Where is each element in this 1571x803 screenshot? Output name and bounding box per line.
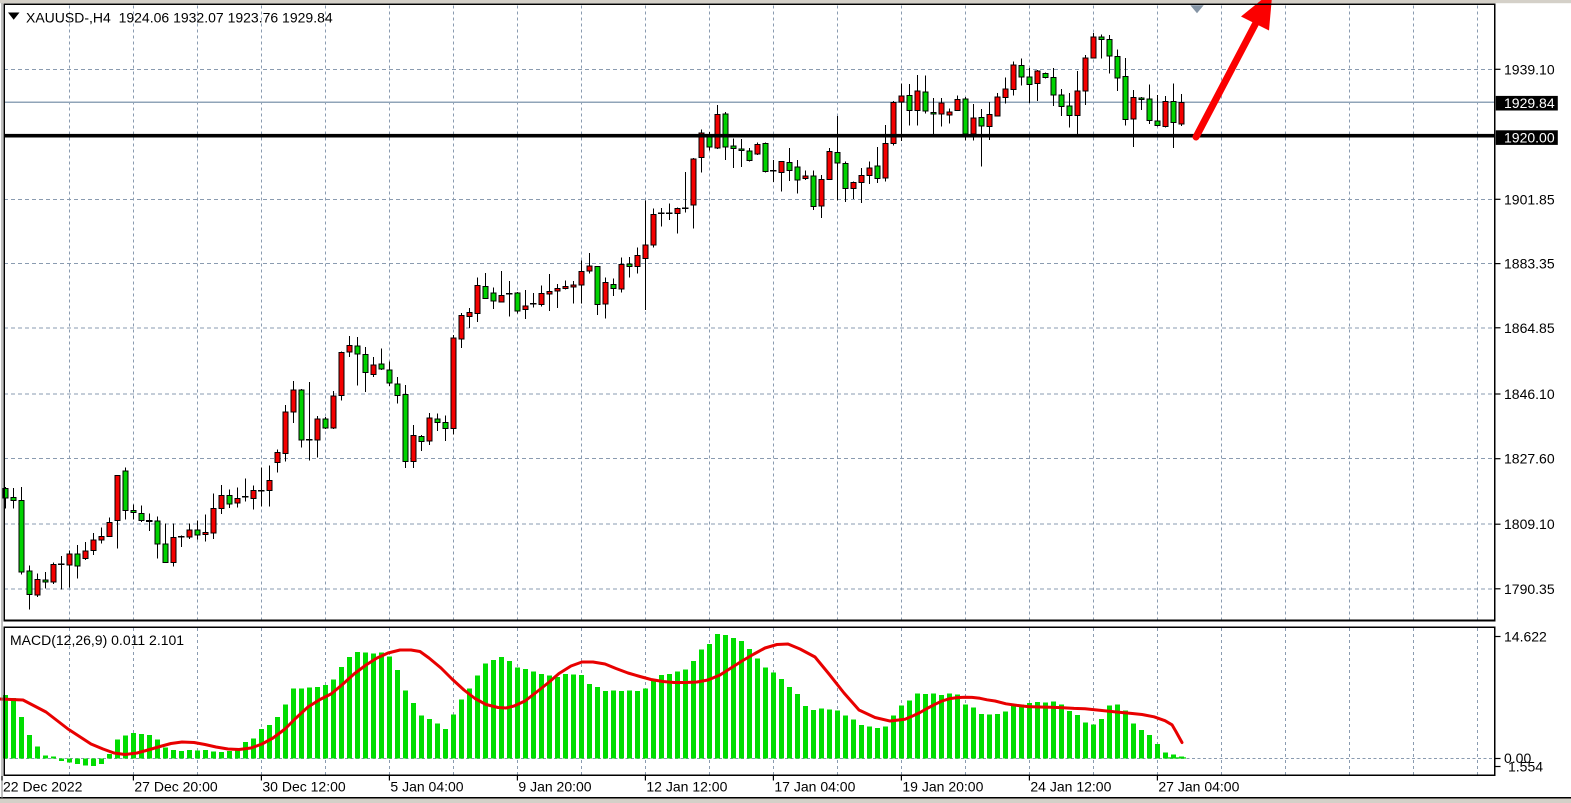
svg-text:12 Jan 12:00: 12 Jan 12:00 bbox=[646, 779, 727, 795]
svg-text:0.00: 0.00 bbox=[1504, 750, 1531, 766]
svg-text:1929.84: 1929.84 bbox=[1504, 95, 1555, 111]
svg-text:1864.85: 1864.85 bbox=[1504, 320, 1555, 336]
svg-text:XAUUSD-,H4 1924.06 1932.07 19: XAUUSD-,H4 1924.06 1932.07 1923.76 1929.… bbox=[26, 10, 333, 26]
svg-text:1901.85: 1901.85 bbox=[1504, 191, 1555, 207]
svg-text:1790.35: 1790.35 bbox=[1504, 581, 1555, 597]
svg-text:1939.10: 1939.10 bbox=[1504, 61, 1555, 77]
svg-text:5 Jan 04:00: 5 Jan 04:00 bbox=[390, 779, 463, 795]
svg-text:22 Dec 2022: 22 Dec 2022 bbox=[3, 779, 83, 795]
svg-text:17 Jan 04:00: 17 Jan 04:00 bbox=[774, 779, 855, 795]
svg-text:1920.00: 1920.00 bbox=[1504, 130, 1555, 146]
svg-text:MACD(12,26,9) 0.011 2.101: MACD(12,26,9) 0.011 2.101 bbox=[10, 632, 184, 648]
svg-text:9 Jan 20:00: 9 Jan 20:00 bbox=[518, 779, 591, 795]
svg-text:1.554: 1.554 bbox=[1508, 759, 1543, 775]
svg-text:14.622: 14.622 bbox=[1504, 629, 1547, 645]
svg-text:24 Jan 12:00: 24 Jan 12:00 bbox=[1030, 779, 1111, 795]
svg-text:30 Dec 12:00: 30 Dec 12:00 bbox=[262, 779, 345, 795]
svg-text:1827.60: 1827.60 bbox=[1504, 451, 1555, 467]
svg-text:1809.10: 1809.10 bbox=[1504, 516, 1555, 532]
svg-text:1883.35: 1883.35 bbox=[1504, 256, 1555, 272]
svg-text:27 Jan 04:00: 27 Jan 04:00 bbox=[1158, 779, 1239, 795]
svg-text:27 Dec 20:00: 27 Dec 20:00 bbox=[134, 779, 217, 795]
svg-text:1846.10: 1846.10 bbox=[1504, 386, 1555, 402]
svg-text:19 Jan 20:00: 19 Jan 20:00 bbox=[902, 779, 983, 795]
